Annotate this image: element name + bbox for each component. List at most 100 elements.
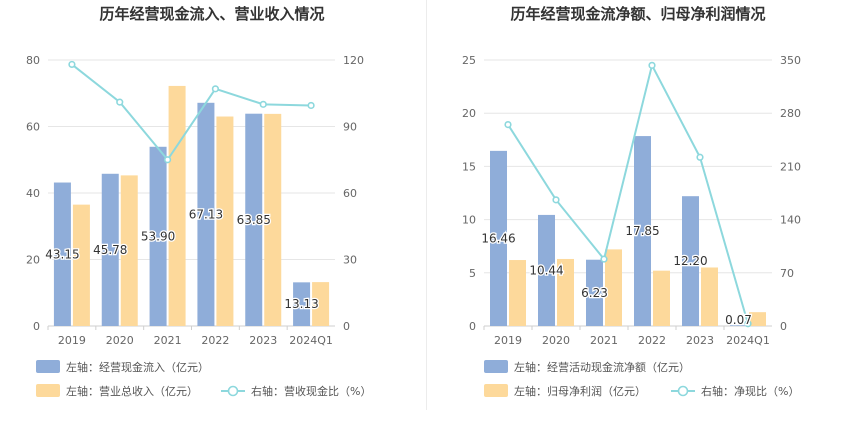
x-tick-label: 2019 (58, 334, 86, 347)
bar-data-label: 6.23 (581, 286, 608, 300)
x-tick-label: 2020 (542, 334, 570, 347)
ratio-line (71, 63, 312, 162)
legend-swatch-bar (484, 384, 508, 397)
bar-data-label: 45.78 (93, 243, 127, 257)
bar-secondary (216, 116, 234, 327)
bar-data-label: 63.85 (237, 213, 271, 227)
right-axis-tick-label: 30 (343, 254, 357, 267)
bar-secondary (701, 267, 718, 326)
bar-primary (293, 282, 311, 326)
bar-secondary (557, 258, 574, 326)
bar-data-label: 12.20 (673, 254, 707, 268)
bar-primary (53, 182, 71, 326)
bar-primary (586, 259, 603, 326)
right-axis-tick-label: 350 (780, 54, 801, 67)
bar-data-label: 13.13 (284, 297, 318, 311)
right-axis-tick-label: 70 (780, 267, 794, 280)
legend-swatch-bar (484, 360, 508, 373)
bar-secondary (264, 113, 282, 327)
ratio-point (211, 85, 220, 93)
right-axis-tick-label: 0 (780, 320, 787, 333)
legend-label: 右轴：净现比（%） (701, 384, 799, 398)
bar-data-label: 0.07 (725, 313, 752, 327)
left-axis-tick-label: 15 (462, 160, 476, 173)
right-axis-tick-label: 60 (343, 187, 357, 200)
chart-1: 历年经营现金流入、营业收入情况 0 20 40 60 80 0 30 60 90 120 2019 20… (26, 5, 371, 398)
ratio-point (163, 156, 172, 164)
ratio-point (648, 61, 656, 69)
legend-swatch-bar (36, 384, 60, 397)
left-axis-tick-label: 0 (469, 320, 476, 333)
left-axis-tick-label: 60 (26, 121, 40, 134)
left-axis-tick-label: 5 (469, 267, 476, 280)
chart-title: 历年经营现金流净额、归母净利润情况 (510, 5, 765, 23)
legend-swatch-marker (677, 385, 689, 397)
ratio-point (116, 98, 124, 106)
x-tick-label: 2023 (686, 334, 714, 347)
bar-secondary (605, 249, 622, 326)
ratio-line (507, 62, 749, 324)
bar-primary (245, 113, 263, 326)
bar-primary (490, 150, 507, 326)
legend-label: 左轴：经营现金流入（亿元） (66, 360, 209, 374)
bar-primary (538, 214, 555, 326)
ratio-point (68, 60, 76, 69)
legend-swatch-bar (36, 360, 60, 373)
bar-primary (101, 173, 119, 326)
legend-label: 左轴：营业总收入（亿元） (66, 384, 198, 398)
bar-secondary (168, 85, 186, 326)
ratio-point (552, 196, 560, 204)
ratio-point (744, 320, 752, 328)
panel-divider (426, 0, 427, 410)
bar-secondary (312, 282, 330, 326)
left-axis-tick-label: 0 (33, 320, 40, 333)
bar-data-label: 43.15 (45, 247, 79, 261)
right-axis-tick-label: 280 (780, 107, 801, 120)
bar-secondary (749, 312, 766, 326)
x-tick-label: 2023 (249, 334, 277, 347)
x-tick-label: 2020 (106, 334, 134, 347)
chart-2: 历年经营现金流净额、归母净利润情况 0 5 10 15 20 25 0 70 140 210 280 3… (462, 5, 801, 398)
x-tick-label: 2022 (638, 334, 666, 347)
chart-title: 历年经营现金流入、营业收入情况 (99, 5, 324, 23)
x-tick-label: 2024Q1 (726, 334, 770, 347)
bar-secondary (120, 175, 138, 326)
x-tick-label: 2024Q1 (289, 334, 333, 347)
x-tick-label: 2021 (154, 334, 182, 347)
legend-swatch-marker (227, 385, 239, 397)
ratio-point (259, 100, 267, 108)
bar-secondary (653, 270, 670, 326)
legend-label: 左轴：归母净利润（亿元） (514, 384, 646, 398)
bar-data-label: 17.85 (625, 224, 659, 238)
left-axis-tick-label: 40 (26, 187, 40, 200)
right-axis-tick-label: 0 (343, 320, 350, 333)
bar-primary (682, 196, 699, 326)
right-axis-tick-label: 210 (780, 160, 801, 173)
left-axis-tick-label: 20 (26, 254, 40, 267)
x-tick-label: 2019 (494, 334, 522, 347)
x-tick-label: 2022 (201, 334, 229, 347)
legend-label: 左轴：经营活动现金流净额（亿元） (514, 360, 690, 374)
legend-label: 右轴：营收现金比（%） (251, 384, 371, 398)
bar-secondary (72, 204, 90, 326)
left-axis-tick-label: 25 (462, 54, 476, 67)
bar-primary (197, 102, 215, 326)
ratio-point (696, 153, 704, 161)
bar-data-label: 10.44 (529, 263, 563, 277)
x-tick-label: 2021 (590, 334, 618, 347)
bar-primary (149, 146, 167, 326)
bar-data-label: 53.90 (141, 229, 175, 243)
right-axis-tick-label: 120 (343, 54, 364, 67)
bar-secondary (509, 260, 526, 326)
ratio-point (504, 120, 512, 129)
ratio-point (307, 101, 315, 110)
right-axis-tick-label: 140 (780, 214, 801, 227)
bar-primary (634, 136, 651, 326)
ratio-point (600, 255, 608, 263)
bar-primary (730, 325, 747, 326)
bar-data-label: 16.46 (481, 231, 515, 245)
left-axis-tick-label: 10 (462, 214, 476, 227)
left-axis-tick-label: 20 (462, 107, 476, 120)
